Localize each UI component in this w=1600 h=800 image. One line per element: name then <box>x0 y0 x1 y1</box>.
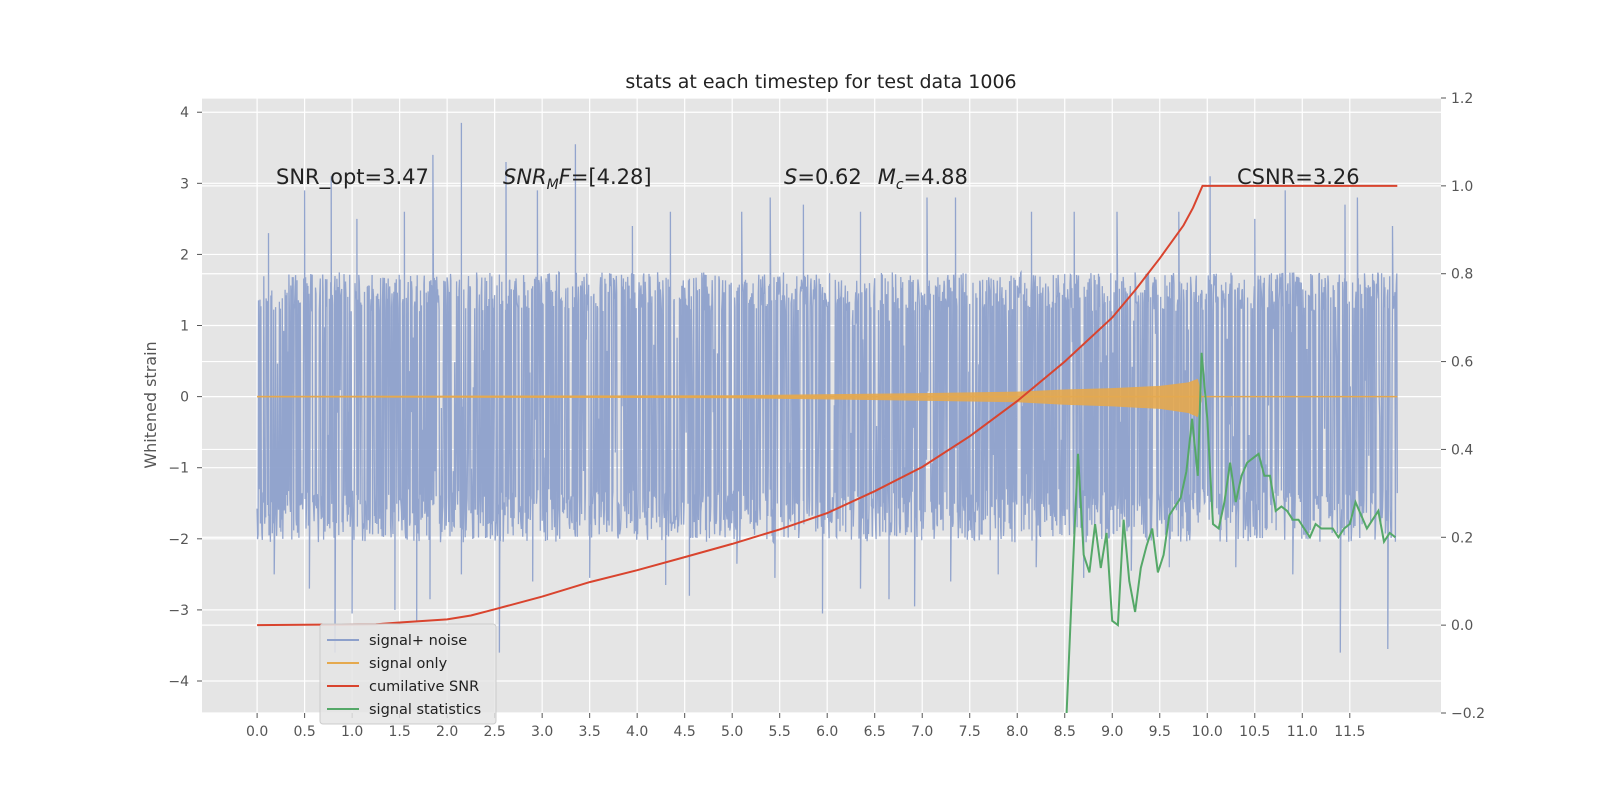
series-signal-plus-noise <box>256 122 1398 653</box>
y2-tick-label: 0.4 <box>1451 442 1473 458</box>
x-tick-label: 2.0 <box>436 724 458 740</box>
x-tick-label: 6.5 <box>864 724 886 740</box>
annotation-mc-symbol: M <box>878 165 896 189</box>
legend: signal+ noise signal only cumilative SNR si… <box>319 623 497 725</box>
x-tick-label: 4.0 <box>626 724 648 740</box>
x-tick-label: 10.5 <box>1239 724 1270 740</box>
y-tick-label: 2 <box>180 247 189 263</box>
x-tick-label: 7.5 <box>959 724 981 740</box>
y2-tick-label: 0.6 <box>1451 355 1473 371</box>
annotation-snr-mf: SNRMF=[4.28] <box>503 165 652 193</box>
series-signal-only-envelope <box>257 378 1202 418</box>
y-tick-label: −1 <box>168 461 189 477</box>
y-tick-label: 3 <box>180 176 189 192</box>
annotation-mc-subscript: c <box>896 177 904 193</box>
y-tick-label: 0 <box>180 390 189 406</box>
y-tick-label: −3 <box>168 603 189 619</box>
series-signal-statistics <box>1065 352 1397 713</box>
y-axis-label: Whitened strain <box>141 341 160 468</box>
annotation-snr-mf-subscript: M <box>547 177 559 193</box>
x-tick-label: 1.5 <box>388 724 410 740</box>
annotation-snr-mf-symbol-end: F <box>559 165 572 189</box>
y-tick-label: 4 <box>180 105 189 121</box>
annotation-mc-value: =4.88 <box>904 165 968 189</box>
x-tick-label: 6.0 <box>816 724 838 740</box>
x-tick-label: 11.0 <box>1287 724 1318 740</box>
y2-tick-label: 0.2 <box>1451 530 1473 546</box>
x-tick-label: 0.0 <box>246 724 268 740</box>
legend-label: signal only <box>369 656 448 672</box>
annotation-snr-mf-value: =[4.28] <box>571 165 652 189</box>
y-tick-label: −4 <box>168 674 189 690</box>
annotation-s-value: =0.62 <box>797 165 861 189</box>
legend-label: signal+ noise <box>369 633 467 649</box>
series-cumulative-snr <box>257 184 1398 627</box>
annotation-s-mc: S=0.62 Mc=4.88 <box>784 165 968 193</box>
axis-ticks: 0.0 0.5 1.0 1.5 2.0 2.5 3.0 3.5 4.0 4.5 5.0 5.5 6.0 6… <box>168 91 1485 740</box>
legend-box <box>319 623 497 725</box>
x-tick-label: 3.5 <box>579 724 601 740</box>
y2-tick-label: 1.2 <box>1451 91 1473 107</box>
x-tick-label: 0.5 <box>293 724 315 740</box>
x-tick-label: 2.5 <box>484 724 506 740</box>
y-tick-label: −2 <box>168 532 189 548</box>
annotation-csnr: CSNR=3.26 <box>1237 165 1360 189</box>
x-tick-label: 7.0 <box>911 724 933 740</box>
x-tick-label: 3.0 <box>531 724 553 740</box>
x-tick-label: 8.5 <box>1054 724 1076 740</box>
x-tick-label: 5.5 <box>769 724 791 740</box>
x-tick-label: 9.5 <box>1149 724 1171 740</box>
annotation-snr-opt: SNR_opt=3.47 <box>276 165 429 190</box>
y2-tick-label: 0.8 <box>1451 267 1473 283</box>
x-tick-label: 8.0 <box>1006 724 1028 740</box>
x-tick-label: 10.0 <box>1192 724 1223 740</box>
x-tick-label: 11.5 <box>1334 724 1365 740</box>
y-tick-label: 1 <box>180 319 189 335</box>
chart-title: stats at each timestep for test data 100… <box>625 71 1016 93</box>
series-layer <box>256 122 1398 713</box>
x-tick-label: 4.5 <box>674 724 696 740</box>
legend-label: signal statistics <box>369 702 481 718</box>
x-tick-label: 9.0 <box>1101 724 1123 740</box>
annotation-snr-mf-symbol: SNR <box>503 165 547 189</box>
legend-label: cumilative SNR <box>369 679 479 695</box>
annotation-s-symbol: S <box>784 165 797 189</box>
y2-tick-label: 1.0 <box>1451 179 1473 195</box>
y2-tick-label: −0.2 <box>1451 706 1485 722</box>
x-tick-label: 5.0 <box>721 724 743 740</box>
annotations: SNR_opt=3.47 SNRMF=[4.28] S=0.62 Mc=4.88 … <box>276 165 1360 193</box>
y2-tick-label: 0.0 <box>1451 618 1473 634</box>
x-tick-label: 1.0 <box>341 724 363 740</box>
